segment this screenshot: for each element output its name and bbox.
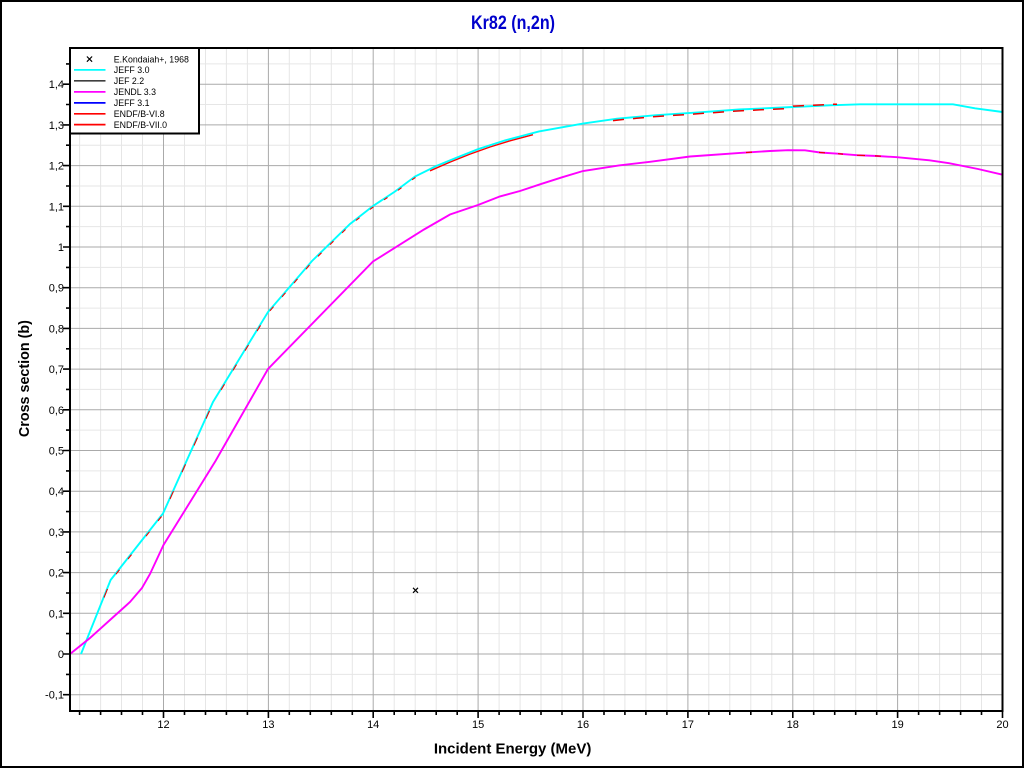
svg-text:JENDL 3.3: JENDL 3.3 [114,87,156,97]
svg-text:0,4: 0,4 [49,486,64,498]
svg-text:0: 0 [58,649,64,661]
svg-text:16: 16 [577,719,589,731]
svg-text:1,1: 1,1 [49,201,64,213]
svg-text:1: 1 [58,242,64,254]
svg-text:ENDF/B-VI.8: ENDF/B-VI.8 [114,109,165,119]
svg-text:0,3: 0,3 [49,527,64,539]
svg-text:0,9: 0,9 [49,283,64,295]
svg-text:JEF 2.2: JEF 2.2 [114,76,144,86]
svg-text:JEFF 3.0: JEFF 3.0 [114,65,150,75]
svg-text:13: 13 [262,719,274,731]
svg-text:ENDF/B-VII.0: ENDF/B-VII.0 [114,120,167,130]
svg-text:Incident Energy (MeV): Incident Energy (MeV) [434,741,592,758]
svg-text:12: 12 [157,719,169,731]
svg-text:-0,1: -0,1 [45,690,64,702]
svg-text:Kr82 (n,2n): Kr82 (n,2n) [471,13,555,34]
svg-text:18: 18 [787,719,799,731]
svg-text:JEFF 3.1: JEFF 3.1 [114,98,150,108]
svg-text:17: 17 [682,719,694,731]
svg-text:0,1: 0,1 [49,608,64,620]
svg-text:0,5: 0,5 [49,446,64,458]
svg-text:0,8: 0,8 [49,323,64,335]
svg-text:15: 15 [472,719,484,731]
svg-text:1,3: 1,3 [49,120,64,132]
svg-text:14: 14 [367,719,379,731]
svg-text:1,4: 1,4 [49,79,64,91]
svg-text:19: 19 [891,719,903,731]
svg-text:1,2: 1,2 [49,161,64,173]
svg-text:0,2: 0,2 [49,568,64,580]
svg-text:20: 20 [996,719,1008,731]
svg-text:E.Kondaiah+, 1968: E.Kondaiah+, 1968 [114,54,189,64]
svg-text:Cross section (b): Cross section (b) [16,320,33,437]
svg-text:0,7: 0,7 [49,364,64,376]
svg-text:0,6: 0,6 [49,405,64,417]
